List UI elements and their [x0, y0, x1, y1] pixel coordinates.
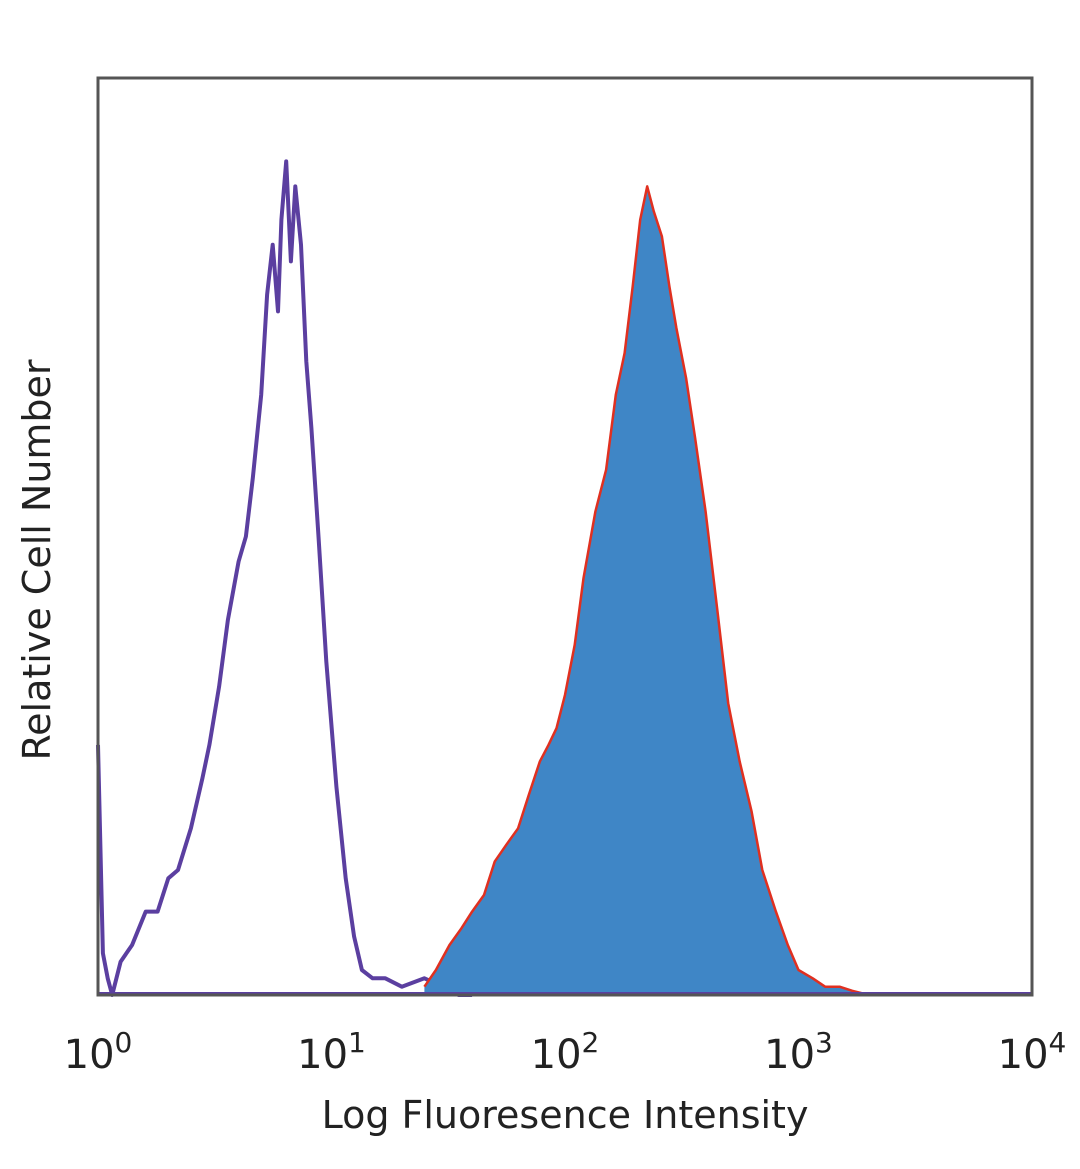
series-2-fill: [424, 186, 869, 995]
x-tick-label-4: 104: [998, 1026, 1067, 1078]
x-tick-labels: 100 101 102 103 104: [64, 1026, 1067, 1078]
x-tick-label-3: 103: [764, 1026, 833, 1078]
plot-frame: [96, 76, 1034, 997]
x-tick-label-1: 101: [297, 1026, 366, 1078]
y-axis-title: Relative Cell Number: [15, 359, 59, 760]
x-tick-label-0: 100: [64, 1026, 133, 1078]
x-tick-label-2: 102: [531, 1026, 600, 1078]
series-2-edge: [423, 185, 870, 997]
series-1-outline: [96, 159, 473, 997]
x-axis-title: Log Fluoresence Intensity: [322, 1093, 809, 1137]
